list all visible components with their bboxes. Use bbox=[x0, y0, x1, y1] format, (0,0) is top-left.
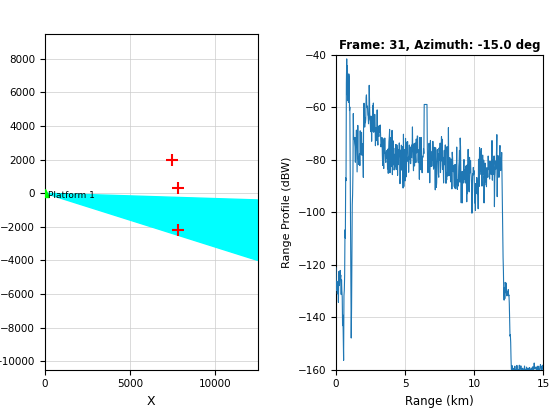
Text: Platform 1: Platform 1 bbox=[48, 191, 95, 200]
X-axis label: X: X bbox=[147, 395, 156, 408]
Title: Frame: 31, Azimuth: -15.0 deg: Frame: 31, Azimuth: -15.0 deg bbox=[339, 39, 540, 52]
X-axis label: Range (km): Range (km) bbox=[405, 395, 474, 408]
Polygon shape bbox=[45, 193, 258, 260]
Y-axis label: Range Profile (dBW): Range Profile (dBW) bbox=[282, 156, 292, 268]
